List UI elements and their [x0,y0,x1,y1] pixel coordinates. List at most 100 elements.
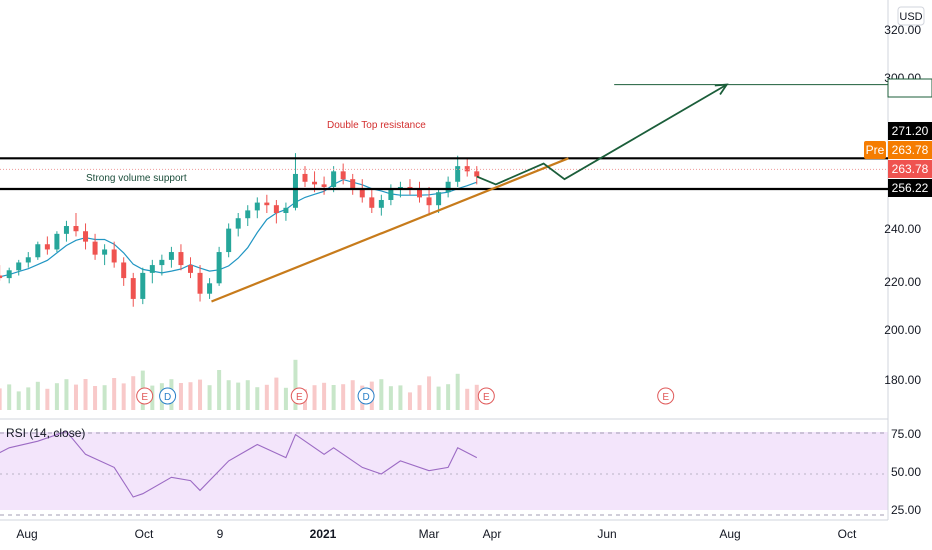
volume-bar [312,385,317,410]
drawings[interactable] [211,83,888,303]
candle-body [16,262,22,271]
volume-support-annotation: Strong volume support [86,173,187,184]
volume-bar [217,370,222,410]
candle-body [350,179,356,190]
price-axis[interactable]: 320.00300.00240.00220.00200.00180.0075.0… [884,23,921,517]
volume-bar [16,391,21,410]
candle-body [235,218,241,229]
rising-trendline [211,157,569,303]
candle-body [140,272,146,299]
volume-bar [93,386,98,410]
candle-body [436,192,442,206]
volume-bar [35,381,40,410]
candle-body [331,171,337,187]
volume-bar [0,388,2,410]
candle-body [445,181,451,193]
volume-bar [264,384,269,410]
double-top-annotation: Double Top resistance [327,120,426,131]
candle-body [426,197,432,206]
candle-body [464,166,470,172]
volume-bar [26,387,31,410]
currency-button[interactable] [897,6,925,26]
earnings-marker [290,387,308,405]
candle-body [73,226,79,232]
time-tick-label: 2021 [310,527,337,541]
rsi-tick-label: 50.00 [891,465,921,479]
candle-body [35,244,41,258]
candle-body [187,265,193,273]
candle-body [168,252,174,260]
price-tag-text: 263.78 [892,162,929,176]
candle-body [92,241,98,255]
price-tick-label: 200.00 [884,323,921,337]
price-tag [888,160,932,178]
candle-body [54,233,60,250]
price-pane[interactable] [0,0,888,412]
candle-body [378,199,384,208]
volume-bar [112,378,117,410]
time-tick-label: Oct [838,527,857,541]
volume-bar [341,384,346,410]
candle-body [417,189,423,198]
volume-bar [188,382,193,410]
volume-bar [293,359,298,410]
earnings-marker [657,387,675,405]
volume-bar [64,379,69,410]
candle-body [321,184,327,187]
volume-bar [322,382,327,410]
event-marker-label: D [362,392,369,403]
candle-body [283,207,289,214]
candle-body [226,228,232,253]
time-tick-label: Oct [135,527,154,541]
candle-body [111,249,117,263]
price-tag-text: 296.32 [892,81,929,95]
candle-body [63,226,69,234]
volume-bar [465,388,470,410]
price-tick-label: 180.00 [884,373,921,387]
volume-bar [455,373,460,410]
candle-body [44,244,50,250]
event-marker-label: E [296,392,303,403]
price-tags: 296.32 271.20 Pre 263.78 263.78 256.22 [864,78,932,197]
rsi-pane [0,430,888,516]
rsi-label: RSI (14, close) [6,426,85,440]
volume-bar [54,383,59,410]
volume-bar [102,385,107,410]
candle-body [359,189,365,198]
price-tick-label: 220.00 [884,275,921,289]
rsi-tick-label: 25.00 [891,503,921,517]
volume-bar [226,380,231,410]
premarket-tag-prefix [864,141,886,159]
candle-body [25,257,31,263]
volume-bar [427,376,432,410]
rsi-line [0,430,478,498]
premarket-tag-prefix-text: Pre [866,143,885,157]
candle-body [130,278,136,299]
volume-bar [131,376,136,410]
price-tick-label: 320.00 [884,23,921,37]
projection-path [476,83,728,186]
moving-average-line [0,178,478,278]
horizontal-levels[interactable] [0,157,888,191]
event-marker-label: D [164,392,171,403]
candle-body [254,202,260,211]
price-tag-text: 271.20 [892,124,929,138]
time-axis[interactable]: Aug Oct 9 2021 Mar Apr Jun Aug Oct [16,527,857,541]
candle-body [340,171,346,180]
candle-body [83,231,89,242]
price-tag-text: 256.22 [892,181,929,195]
time-tick-label: Jun [597,527,616,541]
candle-body [121,262,127,279]
volume-bar [436,386,441,410]
candlesticks [0,153,480,307]
rsi-tick-label: 75.00 [891,427,921,441]
candle-body [0,275,3,279]
volume-bar [283,387,288,410]
volume-bar [446,384,451,410]
dividend-marker [357,387,375,405]
candle-body [455,166,461,182]
event-marker-label: E [141,392,148,403]
volume-bar [350,380,355,410]
